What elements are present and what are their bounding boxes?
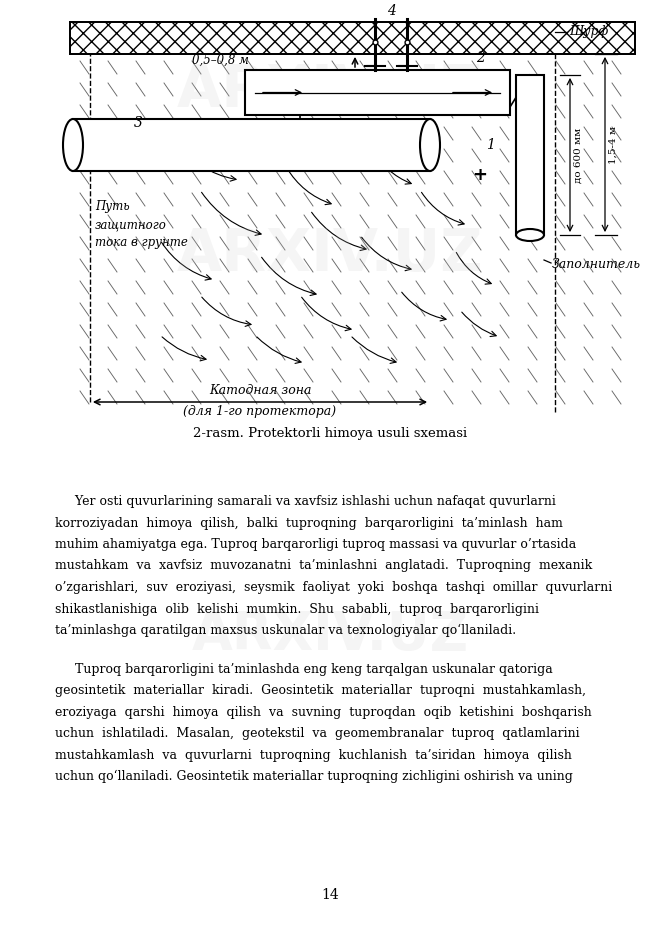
Text: uchun  ishlatiladi.  Masalan,  geotekstil  va  geomembranalar  tuproq  qatlamlar: uchun ishlatiladi. Masalan, geotekstil v… bbox=[55, 727, 580, 741]
Text: 3: 3 bbox=[134, 116, 142, 130]
Text: ARXIV.UZ: ARXIV.UZ bbox=[176, 62, 483, 119]
Text: (для 1-го протектора): (для 1-го протектора) bbox=[184, 405, 336, 418]
Bar bbox=[516, 75, 544, 235]
Text: 2-rasm. Protektorli himoya usuli sxemasi: 2-rasm. Protektorli himoya usuli sxemasi bbox=[193, 427, 467, 440]
Text: 4: 4 bbox=[387, 4, 395, 18]
Text: mustahkam  va  xavfsiz  muvozanatni  ta’minlashni  anglatadi.  Tuproqning  mexan: mustahkam va xavfsiz muvozanatni ta’minl… bbox=[55, 559, 592, 572]
Text: uchun qo‘llaniladi. Geosintetik materiallar tuproqning zichligini oshirish va un: uchun qo‘llaniladi. Geosintetik material… bbox=[55, 770, 573, 784]
Ellipse shape bbox=[63, 119, 83, 171]
Bar bbox=[70, 22, 635, 54]
Bar bbox=[73, 119, 430, 171]
Text: korroziyadan  himoya  qilish,  balki  tuproqning  barqarorligini  ta’minlash  ha: korroziyadan himoya qilish, balki tuproq… bbox=[55, 516, 563, 529]
Text: Путь
защитного
тока в грунте: Путь защитного тока в грунте bbox=[95, 200, 188, 249]
Text: Tuproq barqarorligini ta’minlashda eng keng tarqalgan uskunalar qatoriga: Tuproq barqarorligini ta’minlashda eng k… bbox=[55, 663, 553, 676]
Text: ARXIV.UZ: ARXIV.UZ bbox=[176, 226, 483, 283]
Text: до 600 мм: до 600 мм bbox=[574, 127, 583, 182]
Text: geosintetik  materiallar  kiradi.  Geosintetik  materiallar  tuproqni  mustahkam: geosintetik materiallar kiradi. Geosinte… bbox=[55, 684, 586, 698]
Bar bbox=[245, 70, 510, 115]
Text: ta’minlashga qaratilgan maxsus uskunalar va texnologiyalar qo‘llaniladi.: ta’minlashga qaratilgan maxsus uskunalar… bbox=[55, 624, 516, 638]
Ellipse shape bbox=[516, 229, 544, 241]
Text: 1: 1 bbox=[486, 138, 494, 152]
Text: eroziyaga  qarshi  himoya  qilish  va  suvning  tuproqdan  oqib  ketishini  bosh: eroziyaga qarshi himoya qilish va suvnin… bbox=[55, 706, 592, 719]
Text: +: + bbox=[473, 166, 488, 184]
Text: 1,5-4 м: 1,5-4 м bbox=[609, 126, 618, 164]
Text: Катодная зона: Катодная зона bbox=[209, 384, 311, 397]
Text: 2: 2 bbox=[475, 51, 485, 65]
Text: ARXIV.UZ: ARXIV.UZ bbox=[192, 609, 469, 661]
Text: shikastlanishiga  olib  kelishi  mumkin.  Shu  sababli,  tuproq  barqarorligini: shikastlanishiga olib kelishi mumkin. Sh… bbox=[55, 602, 539, 615]
Ellipse shape bbox=[420, 119, 440, 171]
Text: Yer osti quvurlarining samarali va xavfsiz ishlashi uchun nafaqat quvurlarni: Yer osti quvurlarining samarali va xavfs… bbox=[55, 495, 556, 508]
Text: Заполнитель: Заполнитель bbox=[552, 258, 641, 271]
Text: 14: 14 bbox=[321, 888, 339, 902]
Text: mustahkamlash  va  quvurlarni  tuproqning  kuchlanish  ta’siridan  himoya  qilis: mustahkamlash va quvurlarni tuproqning k… bbox=[55, 749, 572, 762]
Text: muhim ahamiyatga ega. Tuproq barqarorligi tuproq massasi va quvurlar o’rtasida: muhim ahamiyatga ega. Tuproq barqarorlig… bbox=[55, 538, 576, 551]
Text: o’zgarishlari,  suv  eroziyasi,  seysmik  faoliyat  yoki  boshqa  tashqi  omilla: o’zgarishlari, suv eroziyasi, seysmik fa… bbox=[55, 581, 612, 594]
Text: 0,5–0,8 м: 0,5–0,8 м bbox=[192, 53, 249, 66]
Text: Шурф: Шурф bbox=[569, 25, 608, 38]
